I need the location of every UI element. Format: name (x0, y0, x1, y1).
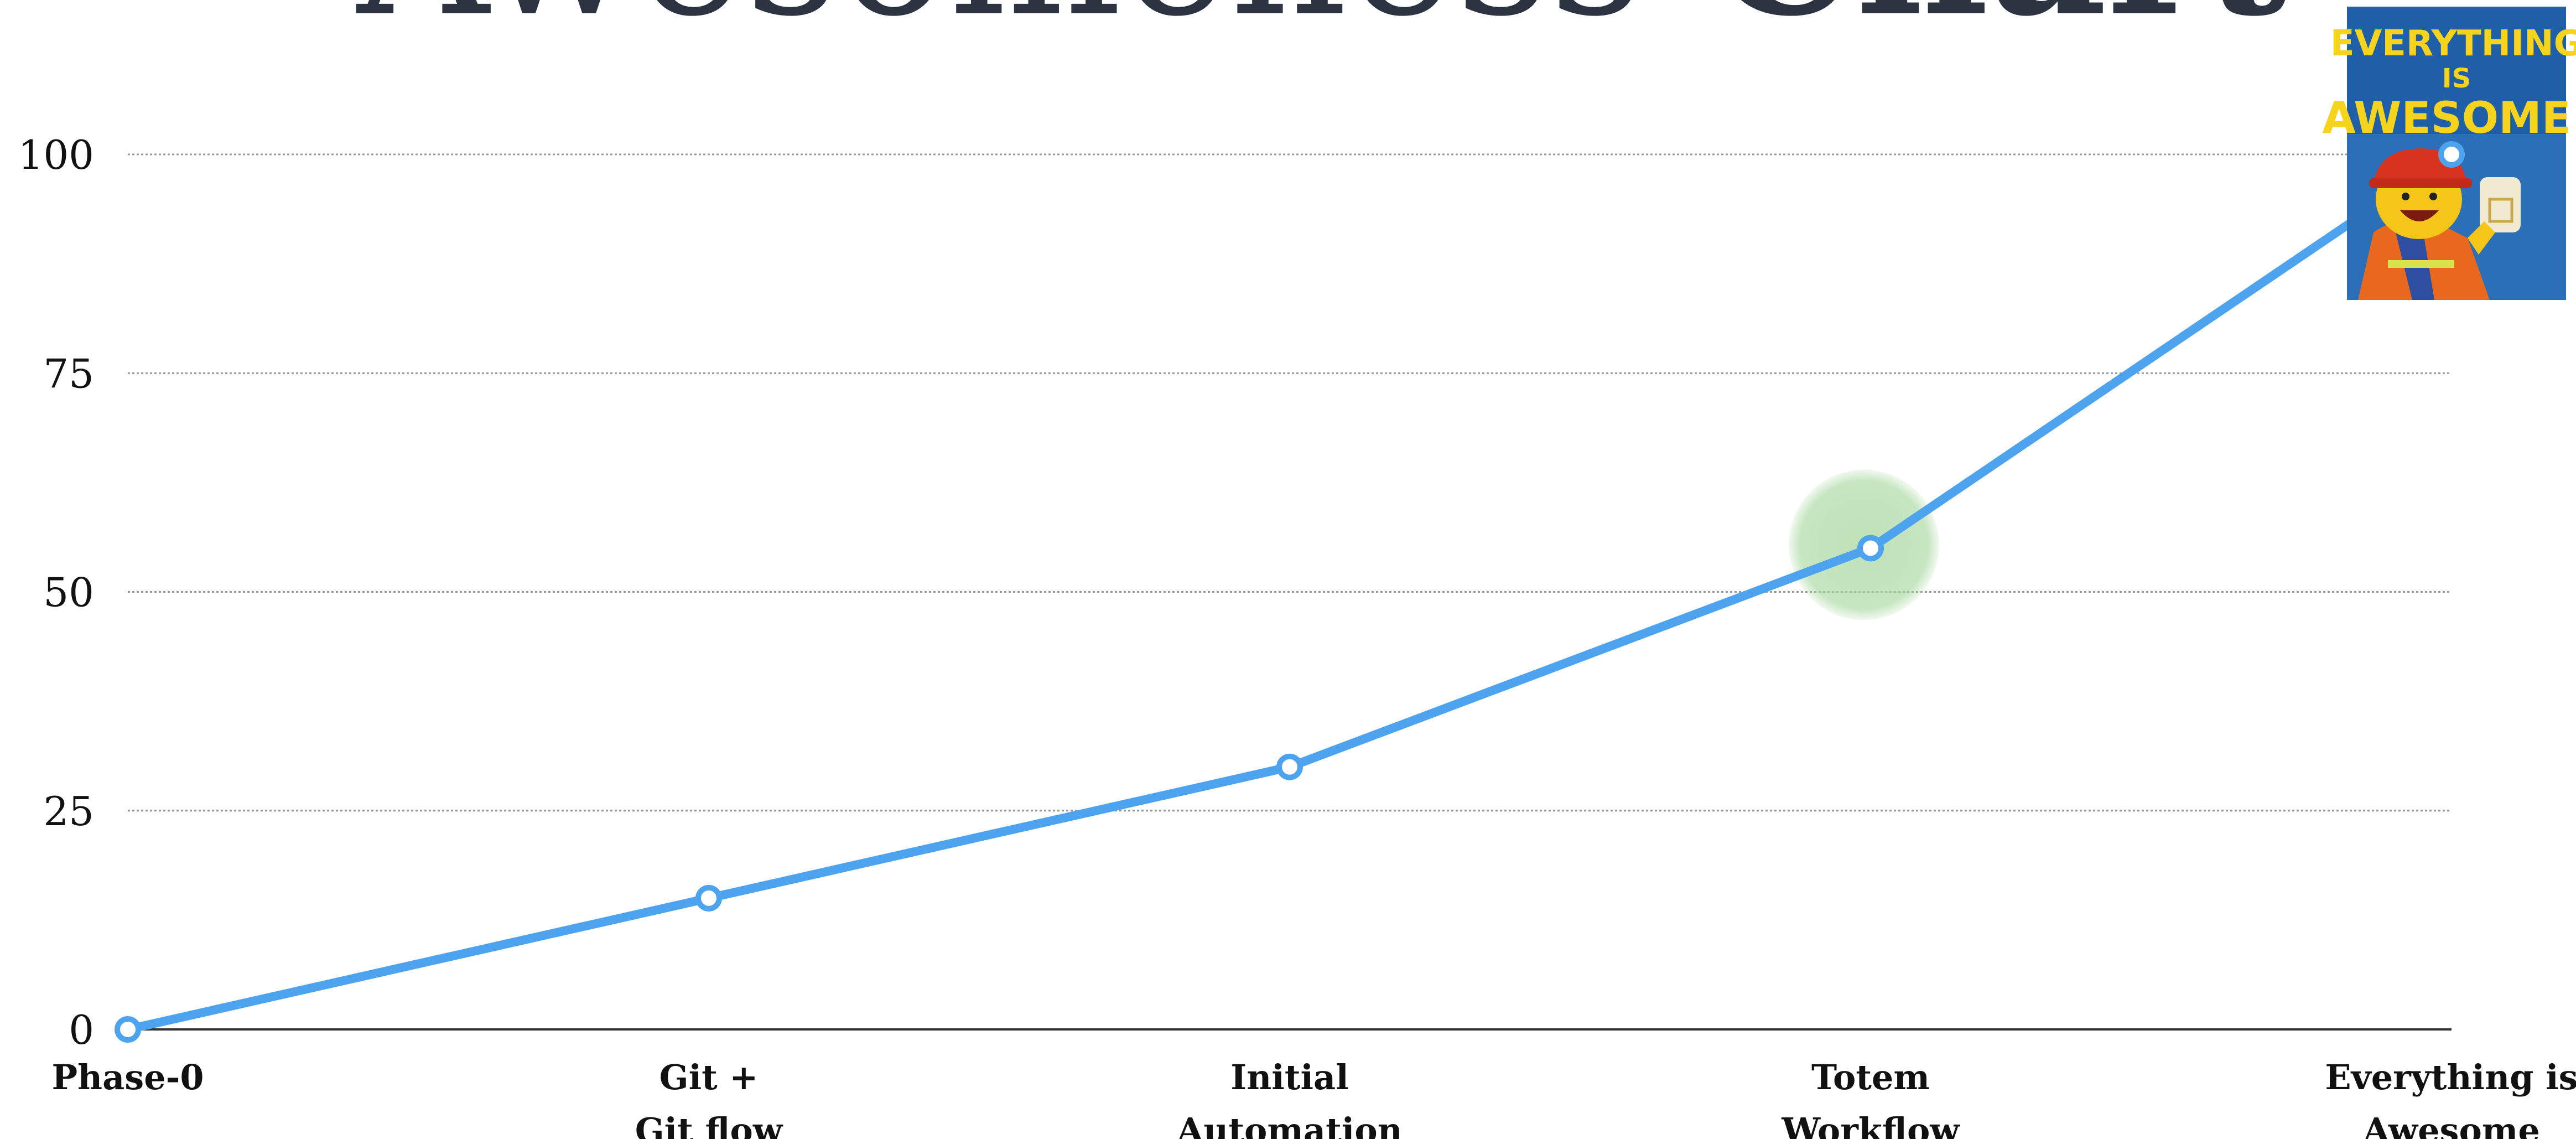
chart-title-bold: Chart (1711, 0, 2289, 56)
poster-figure-hand (2468, 221, 2495, 255)
x-tick-label-2-line-0: Initial (1230, 1057, 1349, 1097)
x-tick-label-2: Initial Automation (1176, 1057, 1403, 1139)
y-tick-label-100: 100 (18, 132, 94, 178)
x-tick-label-4-line-1: Awesome (2362, 1110, 2540, 1139)
poster-figure-reflective-stripe (2388, 260, 2454, 268)
chart-title-normal: Awesomeness (354, 0, 1643, 56)
x-tick-label-3-line-0: Totem (1811, 1057, 1930, 1097)
data-point-4-overlay (2438, 141, 2465, 168)
everything-is-awesome-poster-image: EVERYTHING IS AWESOME! (2322, 7, 2576, 300)
poster-sky (2347, 7, 2566, 134)
poster-line-2: IS (2442, 63, 2471, 94)
poster-figure-hardhat-brim (2369, 178, 2472, 188)
y-axis-tick-labels: 0 25 50 75 100 (18, 132, 94, 1053)
poster-line-3: AWESOME! (2322, 94, 2576, 143)
x-tick-label-2-line-1: Automation (1176, 1110, 1403, 1139)
x-tick-label-4-line-0: Everything is (2325, 1057, 2576, 1097)
poster-figure-cup-logo (2488, 198, 2513, 223)
x-tick-label-3: Totem Workflow (1781, 1057, 1960, 1139)
poster-line-1: EVERYTHING (2330, 23, 2576, 64)
x-tick-label-3-line-1: Workflow (1781, 1110, 1960, 1139)
x-tick-label-1: Git + Git flow (635, 1057, 783, 1139)
poster-figure-mouth (2400, 210, 2439, 221)
y-tick-label-50: 50 (43, 570, 94, 616)
x-tick-label-1-line-0: Git + (659, 1057, 759, 1097)
data-point-2 (1276, 753, 1303, 780)
data-point-0 (115, 1016, 141, 1043)
data-point-3 (1857, 535, 1884, 562)
y-tick-label-25: 25 (43, 788, 94, 835)
x-tick-label-4: Everything is Awesome (2325, 1057, 2576, 1139)
x-axis-tick-labels: Phase-0 Git + Git flow Initial Automation Tot… (51, 1057, 2576, 1139)
poster-figure-eye-left (2402, 193, 2409, 200)
x-tick-label-0: Phase-0 (51, 1057, 204, 1097)
x-tick-label-0-line-0: Phase-0 (51, 1057, 204, 1097)
poster-figure-eye-right (2429, 193, 2437, 200)
y-tick-label-0: 0 (69, 1007, 94, 1053)
grid-lines (128, 153, 2452, 812)
chart-title: Awesomeness Chart (354, 0, 2289, 56)
data-point-1 (695, 884, 722, 912)
x-tick-label-1-line-1: Git flow (635, 1110, 783, 1139)
y-tick-label-75: 75 (43, 350, 94, 397)
